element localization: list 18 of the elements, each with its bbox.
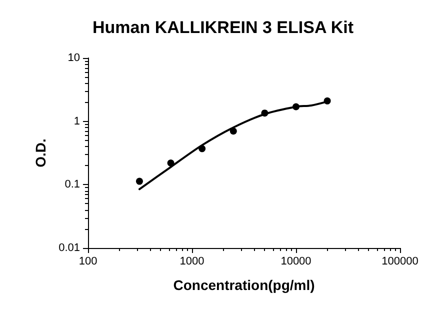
x-tick-label: 1000: [180, 256, 204, 268]
point: [230, 128, 237, 135]
point: [198, 145, 206, 152]
y-axis-title: O.D.: [32, 138, 49, 168]
y-tick-label: 10: [68, 52, 80, 64]
x-axis-title: Concentration(pg/ml): [173, 277, 315, 293]
x-tick-label: 100000: [382, 256, 418, 268]
point: [136, 178, 143, 185]
x-tick-label: 100: [78, 256, 98, 268]
point: [261, 110, 268, 117]
y-tick-label: 0.01: [58, 242, 80, 254]
point: [292, 103, 300, 110]
point: [324, 97, 331, 104]
point: [167, 159, 174, 166]
y-tick-label: 0.1: [64, 178, 80, 191]
chart-title: Human KALLIKREIN 3 ELISA Kit: [92, 18, 354, 37]
y-tick-label: 1: [74, 115, 80, 128]
x-tick-label: 10000: [280, 256, 312, 268]
